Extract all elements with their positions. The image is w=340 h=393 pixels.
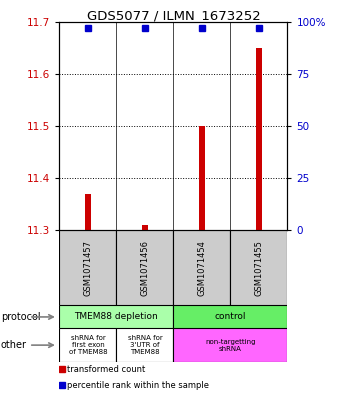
Text: non-targetting
shRNA: non-targetting shRNA (205, 339, 256, 352)
Bar (173, 329, 287, 362)
Text: shRNA for
3'UTR of
TMEM88: shRNA for 3'UTR of TMEM88 (128, 335, 162, 355)
Text: GSM1071455: GSM1071455 (254, 240, 263, 296)
Bar (199, 126, 205, 230)
Bar (256, 48, 262, 230)
Text: GDS5077 / ILMN_1673252: GDS5077 / ILMN_1673252 (86, 9, 260, 22)
Bar (173, 305, 287, 329)
Text: GSM1071457: GSM1071457 (84, 240, 92, 296)
Bar (85, 194, 91, 230)
Text: other: other (1, 340, 27, 350)
Bar (173, 230, 231, 305)
Text: GSM1071454: GSM1071454 (198, 240, 206, 296)
Bar (59, 329, 116, 362)
Bar (59, 230, 116, 305)
Text: GSM1071456: GSM1071456 (140, 240, 149, 296)
Bar (116, 230, 173, 305)
Text: percentile rank within the sample: percentile rank within the sample (67, 381, 209, 390)
Text: protocol: protocol (1, 312, 40, 322)
Bar (59, 305, 173, 329)
Bar (231, 230, 287, 305)
Text: TMEM88 depletion: TMEM88 depletion (74, 312, 158, 321)
Text: transformed count: transformed count (67, 365, 146, 374)
Text: control: control (215, 312, 246, 321)
Bar (142, 225, 148, 230)
Text: shRNA for
first exon
of TMEM88: shRNA for first exon of TMEM88 (69, 335, 107, 355)
Bar (116, 329, 173, 362)
